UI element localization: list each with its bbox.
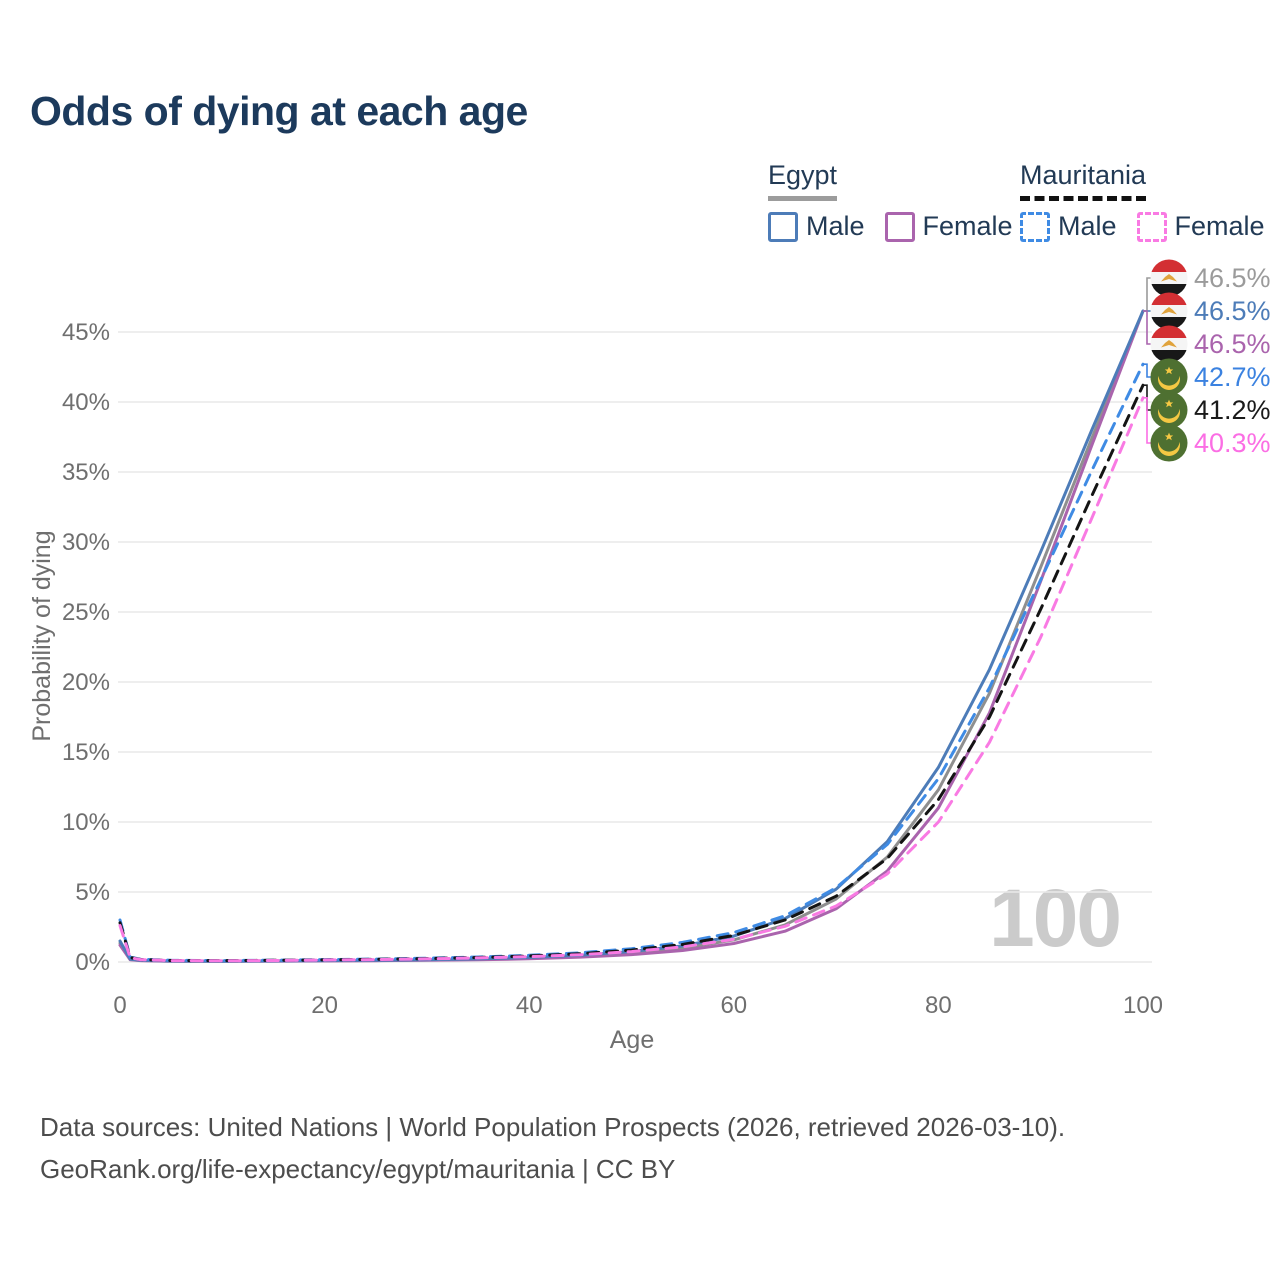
- end-label-value: 46.5%: [1194, 262, 1271, 293]
- legend-mauritania-male-label: Male: [1058, 211, 1117, 241]
- end-label-egypt-female: 46.5%: [1150, 325, 1271, 363]
- end-label-value: 42.7%: [1194, 361, 1271, 392]
- end-label-value: 40.3%: [1194, 427, 1271, 458]
- end-label-mauritania-all: 41.2%: [1150, 391, 1271, 429]
- mauritania-flag-icon: [1150, 358, 1188, 396]
- footer-sources-line: Data sources: United Nations | World Pop…: [40, 1112, 1066, 1142]
- y-tick-label: 30%: [62, 529, 110, 556]
- mauritania-flag-icon: [1150, 424, 1188, 462]
- legend-egypt-male-swatch[interactable]: [768, 211, 798, 242]
- y-tick-label: 45%: [62, 319, 110, 346]
- y-tick-label: 15%: [62, 739, 110, 766]
- legend-mauritania-country-label: Mauritania: [1020, 160, 1147, 201]
- series-line-egypt-male: [118, 309, 1145, 963]
- series-line-egypt-all: [118, 309, 1145, 963]
- x-tick-label: 80: [925, 992, 952, 1019]
- legend-egypt-country-label: Egypt: [768, 160, 838, 201]
- legend-egypt-male-label: Male: [806, 211, 865, 241]
- y-tick-label: 25%: [62, 599, 110, 626]
- leader-line: [1143, 396, 1152, 444]
- legend-mauritania-male-swatch[interactable]: [1020, 211, 1050, 242]
- end-label-egypt-all: 46.5%: [1150, 259, 1271, 297]
- end-label-value: 46.5%: [1194, 295, 1271, 326]
- y-tick-label: 40%: [62, 389, 110, 416]
- egypt-flag-icon: [1150, 259, 1188, 297]
- x-tick-label: 60: [720, 992, 747, 1019]
- leader-line: [1143, 310, 1152, 345]
- egypt-flag-icon: [1150, 292, 1188, 330]
- age-watermark: 100: [989, 873, 1122, 964]
- legend-mauritania-female-label: Female: [1174, 211, 1265, 241]
- end-label-egypt-male: 46.5%: [1150, 292, 1271, 330]
- x-axis-title: Age: [609, 1026, 655, 1054]
- series-line-mauritania-male: [118, 362, 1145, 963]
- leader-line: [1143, 363, 1152, 378]
- footer: Data sources: United Nations | World Pop…: [40, 1106, 1065, 1190]
- legend-egypt: Egypt Male Female: [768, 160, 1033, 242]
- series-line-egypt-female: [118, 309, 1145, 963]
- y-tick-label: 0%: [75, 949, 110, 976]
- end-label-mauritania-male: 42.7%: [1150, 358, 1271, 396]
- legend-mauritania-female-swatch[interactable]: [1136, 211, 1167, 242]
- y-axis-title: Probability of dying: [28, 530, 56, 742]
- x-tick-label: 0: [113, 992, 126, 1019]
- y-tick-label: 5%: [75, 879, 110, 906]
- page-title: Odds of dying at each age: [30, 88, 528, 134]
- end-label-mauritania-female: 40.3%: [1150, 424, 1271, 462]
- y-tick-label: 20%: [62, 669, 110, 696]
- legend-egypt-female-label: Female: [922, 211, 1013, 241]
- series-line-mauritania-female: [118, 396, 1145, 963]
- x-tick-label: 100: [1123, 992, 1163, 1019]
- egypt-flag-icon: [1150, 325, 1188, 363]
- y-tick-label: 10%: [62, 809, 110, 836]
- x-tick-label: 40: [516, 992, 543, 1019]
- legend-egypt-female-swatch[interactable]: [884, 211, 915, 242]
- end-label-value: 46.5%: [1194, 328, 1271, 359]
- legend-mauritania: Mauritania Male Female: [1020, 160, 1280, 242]
- footer-attribution-line: GeoRank.org/life-expectancy/egypt/maurit…: [40, 1154, 676, 1184]
- x-tick-label: 20: [311, 992, 338, 1019]
- mauritania-flag-icon: [1150, 391, 1188, 429]
- end-label-value: 41.2%: [1194, 394, 1271, 425]
- y-tick-label: 35%: [62, 459, 110, 486]
